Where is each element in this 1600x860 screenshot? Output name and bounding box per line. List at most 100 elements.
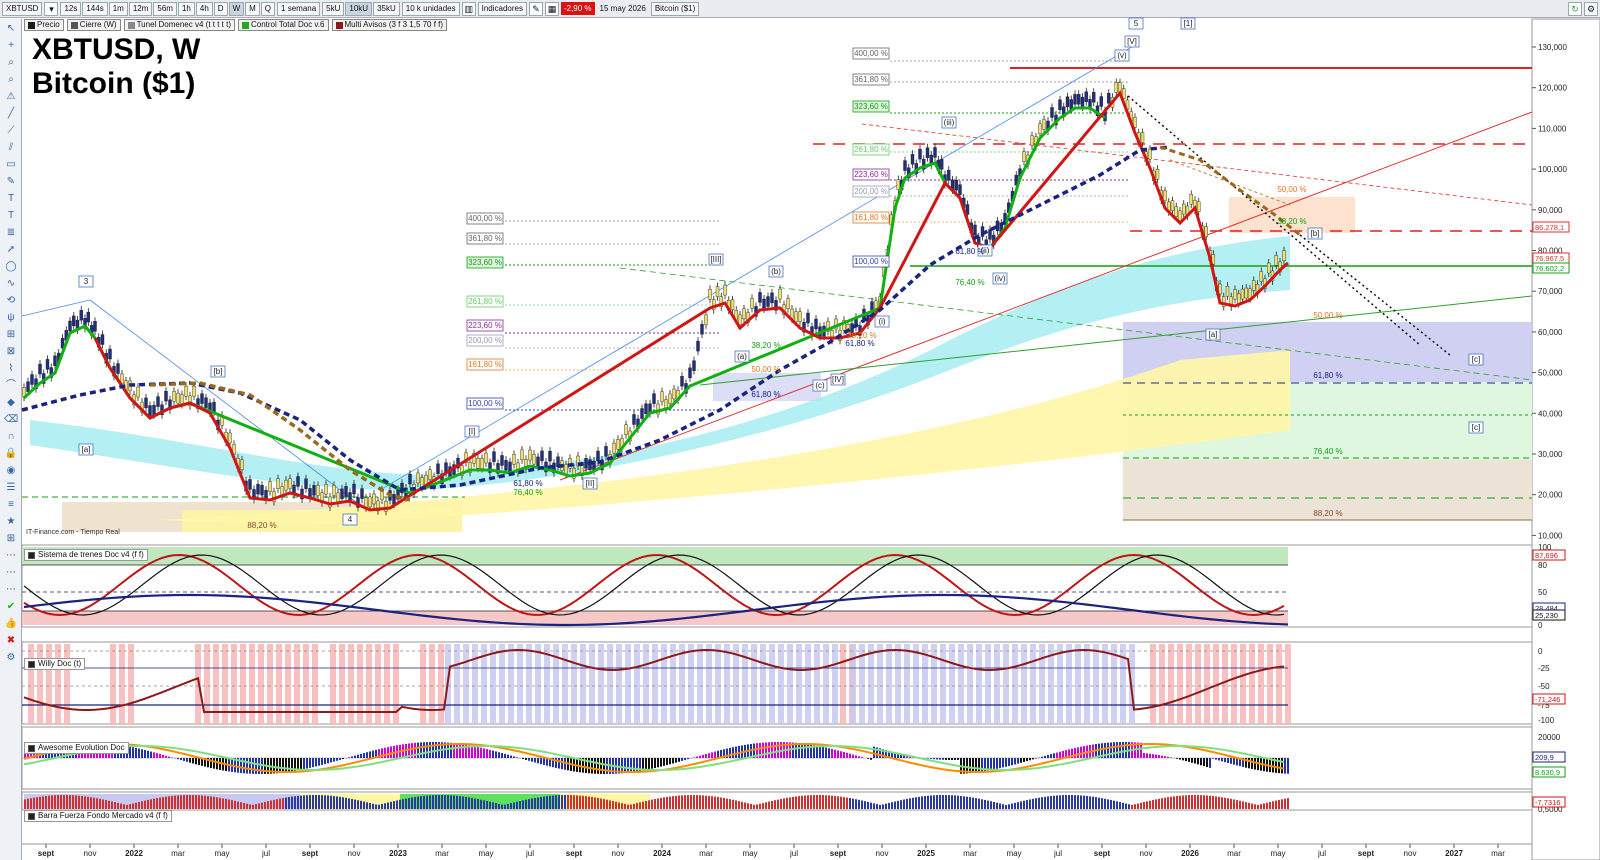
close-icon[interactable]: ✖ <box>6 635 16 646</box>
ellipse-icon[interactable]: ◯ <box>5 261 17 272</box>
candle-body <box>1244 287 1248 299</box>
volume-10ku[interactable]: 10kU <box>345 1 373 16</box>
eye-icon[interactable]: ◉ <box>6 465 16 476</box>
alert-icon[interactable]: ⚠ <box>6 91 16 102</box>
barra-bar <box>870 802 872 809</box>
zoom-icon[interactable]: ⌕ <box>8 57 14 68</box>
timeframe-m[interactable]: M <box>245 1 260 16</box>
volume-5ku[interactable]: 5kU <box>322 1 345 16</box>
time-tick-label: mar <box>171 849 185 858</box>
awesome-bar <box>726 748 728 758</box>
timeframe-12m[interactable]: 12m <box>128 1 153 16</box>
awesome-bar <box>1119 742 1121 758</box>
volume-35ku[interactable]: 35kU <box>373 1 400 16</box>
legend-item[interactable]: Multi Avisos (3 f 3 1,5 70 f f) <box>331 19 448 31</box>
timeframe-w[interactable]: W <box>228 1 245 16</box>
legend-item[interactable]: Cierre (W) <box>66 19 121 31</box>
layers-icon[interactable]: ☰ <box>6 482 16 493</box>
trendline-icon[interactable]: ╱ <box>7 108 15 119</box>
period-selector[interactable]: 1 semana <box>277 1 321 16</box>
cursor-icon[interactable]: ↖ <box>6 23 16 34</box>
chart-type-icon[interactable]: ▥ <box>461 1 476 16</box>
sync-icon[interactable]: ↻ <box>1568 1 1582 16</box>
barra-bar <box>993 801 995 809</box>
wave-icon[interactable]: ∿ <box>6 278 16 289</box>
barra-bar <box>1167 797 1169 809</box>
polyline-icon[interactable]: ⌇ <box>8 363 14 374</box>
candle-body <box>1204 226 1208 237</box>
candle-body <box>332 485 336 496</box>
dots-icon[interactable]: ⋯ <box>6 550 16 561</box>
willy-band <box>1240 644 1246 724</box>
barra-bar <box>564 795 566 809</box>
timeframe-144s[interactable]: 144s <box>82 1 108 16</box>
chevron-down-icon[interactable]: ▾ <box>44 1 59 16</box>
brush-icon[interactable]: ⌒ <box>6 380 16 391</box>
check-icon[interactable]: ✔ <box>6 601 16 612</box>
timeframe-56m[interactable]: 56m <box>153 1 177 16</box>
awesome-bar <box>525 758 527 760</box>
awesome-bar <box>873 746 875 758</box>
cycle-icon[interactable]: ⟲ <box>6 295 16 306</box>
awesome-bar <box>735 746 737 758</box>
fib-icon[interactable]: ≣ <box>6 227 16 238</box>
barra-bar <box>999 803 1001 809</box>
pen-icon[interactable]: ✎ <box>6 176 16 187</box>
measure-icon[interactable]: ⊞ <box>6 329 16 340</box>
eraser-icon[interactable]: ⌫ <box>4 414 19 425</box>
awesome-bar <box>447 742 449 758</box>
settings-icon[interactable]: ⚙ <box>6 652 16 663</box>
timeframe-12s[interactable]: 12s <box>60 1 82 16</box>
barra-bar <box>651 799 653 809</box>
awesome-bar <box>1254 758 1256 770</box>
dots-icon[interactable]: ⋯ <box>6 567 16 578</box>
timeframe-1h[interactable]: 1h <box>177 1 195 16</box>
timeframe-d[interactable]: D <box>213 1 228 16</box>
barra-bar <box>612 801 614 809</box>
awesome-bar <box>288 758 290 772</box>
text-icon[interactable]: T <box>7 210 15 221</box>
draw-icon[interactable]: ✎ <box>528 1 543 16</box>
timeframe-q[interactable]: Q <box>260 1 276 16</box>
willy-band <box>222 644 228 724</box>
arrow-icon[interactable]: ➚ <box>6 244 16 255</box>
willy-axis-label: -50 <box>1538 682 1550 691</box>
awesome-bar <box>870 758 872 760</box>
candle-body <box>1084 91 1088 102</box>
legend-item[interactable]: Precio <box>24 19 64 31</box>
barra-bar <box>168 796 170 809</box>
wave-label: (ii) <box>981 246 990 255</box>
text-icon[interactable]: T <box>7 193 15 204</box>
grid-icon[interactable]: ▦ <box>544 1 559 16</box>
magnet-icon[interactable]: ∩ <box>7 431 15 442</box>
candle-body <box>719 296 723 308</box>
willy-band <box>37 644 43 724</box>
timeframe-4h[interactable]: 4h <box>195 1 213 16</box>
legend-item[interactable]: Control Total Doc v.6 <box>237 19 329 31</box>
channel-icon[interactable]: ⫽ <box>8 142 14 153</box>
settings-icon[interactable]: ⚙ <box>1584 1 1598 16</box>
symbol-selector[interactable]: XBTUSD <box>2 1 43 16</box>
timeframe-1m[interactable]: 1m <box>108 1 128 16</box>
legend-item[interactable]: Tunel Domenec v4 (t t t t t) <box>123 19 235 31</box>
awesome-bar <box>258 758 260 774</box>
indicators-button[interactable]: Indicadores <box>477 1 527 16</box>
barra-bar <box>39 796 41 809</box>
barra-bar <box>363 801 365 809</box>
list-icon[interactable]: ≡ <box>8 499 14 510</box>
grid-icon[interactable]: ⊞ <box>6 533 16 544</box>
candle-body <box>1163 190 1167 201</box>
dots-icon[interactable]: ⋯ <box>6 584 16 595</box>
marker-icon[interactable]: ◆ <box>7 397 15 408</box>
ray-icon[interactable]: ⟋ <box>7 125 15 136</box>
crosshair-icon[interactable]: + <box>8 40 14 51</box>
units-selector[interactable]: 10 k unidades <box>401 1 460 16</box>
zoom-out-icon[interactable]: ⌕ <box>8 74 14 85</box>
rectangle-icon[interactable]: ▭ <box>6 159 16 170</box>
thumb-up-icon[interactable]: 👍 <box>4 618 18 629</box>
pitchfork-icon[interactable]: ψ <box>7 312 15 323</box>
gann-icon[interactable]: ⊠ <box>6 346 16 357</box>
lock-icon[interactable]: 🔒 <box>4 448 18 459</box>
star-icon[interactable]: ★ <box>6 516 16 527</box>
